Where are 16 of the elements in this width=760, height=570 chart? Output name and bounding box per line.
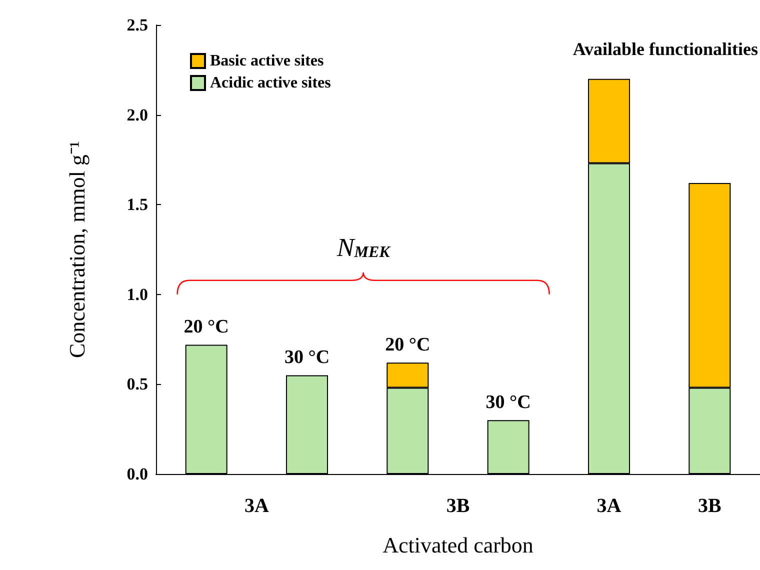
annotation: 30 °C	[486, 392, 531, 414]
annotation: 30 °C	[284, 347, 330, 368]
legend-label: Acidic active sites	[210, 74, 331, 92]
x-axis-title: Activated carbon	[382, 532, 534, 558]
legend-label: Basic active sites	[210, 52, 324, 70]
y-axis-title: Concentration, mmol g⁻¹	[64, 140, 90, 358]
y-tick-label: 0.0	[126, 464, 148, 484]
y-tick-label: 1.5	[126, 195, 148, 214]
annotation: 20 °C	[385, 334, 430, 356]
annotation: Available functionalities	[572, 39, 758, 59]
y-tick-label: 1.0	[126, 284, 148, 304]
y-tick-label: 0.5	[126, 374, 148, 394]
y-tick-label: 2.5	[126, 16, 148, 34]
y-tick-label: 2.0	[126, 105, 148, 124]
annotation: 20 °C	[184, 316, 229, 338]
annotation: NMEK	[336, 232, 392, 262]
